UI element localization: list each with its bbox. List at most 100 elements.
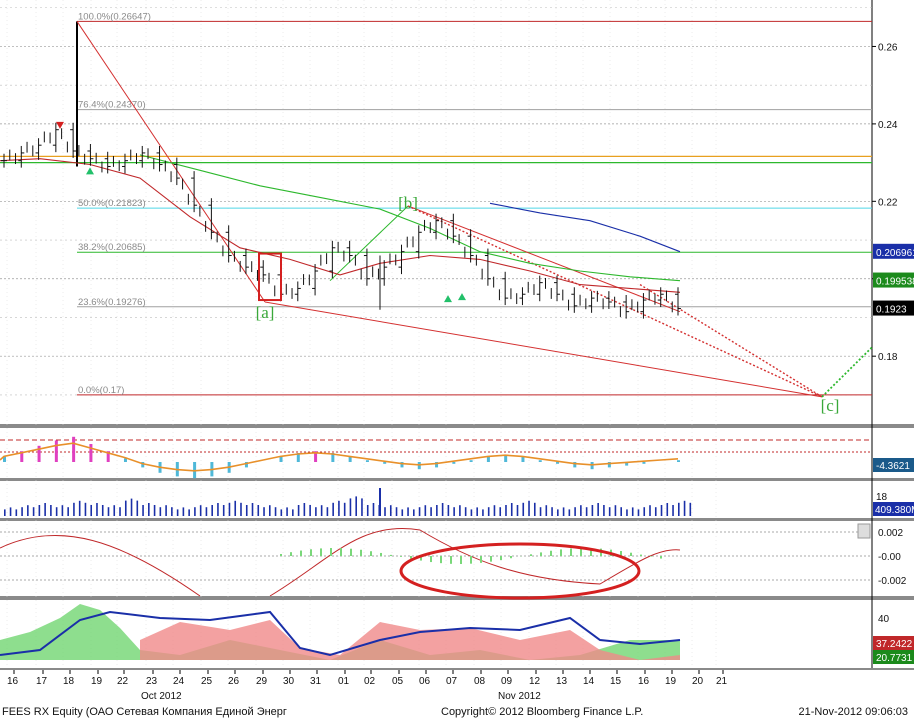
x-tick-label: 20 [692,676,704,687]
osc-bar [450,556,452,564]
x-tick-label: 23 [146,676,158,687]
volume-bar [315,507,317,516]
volume-bar [9,507,12,516]
osc-bar [420,556,422,561]
volume-bar [165,505,167,516]
volume-bar [453,507,455,516]
osc-bar [310,549,312,556]
volume-bar [516,505,519,516]
volume-bar [678,502,680,516]
osc-bar [440,556,442,564]
volume-bar [153,505,156,516]
y-tick-label: 0.26 [878,42,898,53]
x-tick-label: 08 [474,676,486,687]
panel-separator [0,424,914,428]
panel-separator [0,668,914,670]
osc-bar [480,556,482,563]
price-tag-label: 0.1923 [876,305,907,316]
volume-bar [78,500,81,516]
x-tick-label: 16 [7,676,19,687]
panel-frames [0,0,914,670]
osc-bar [580,548,582,556]
macd-bar [486,456,490,462]
volume-bar [689,502,692,516]
macd-bar [89,444,93,462]
panel-separator [0,478,914,481]
volume-bar [568,509,571,516]
osc-bar [660,556,662,559]
macd-bar [607,462,611,468]
macd-panel: -4.3621 [0,436,914,479]
x-tick-label: 12 [529,676,541,687]
volume-bar [4,509,6,516]
volume-bar [171,507,173,516]
volume-bar [245,505,248,516]
volume-bar [683,500,686,516]
volume-bar [343,502,346,516]
volume-bar [222,505,225,516]
highlight-ellipse [399,542,641,600]
macd-bar [417,462,421,470]
osc-bar [290,552,292,556]
osc-bar [570,548,572,556]
volume-bar [562,507,565,516]
volume-bar [528,500,530,516]
panel-separator [0,596,914,600]
price-bars [1,122,681,319]
volume-bar [55,507,58,516]
volume-bar [585,507,588,516]
macd-tag-label: -4.3621 [876,461,910,472]
volume-bar [407,507,409,516]
macd-bar [365,460,369,462]
volume-bar [384,507,386,516]
y-tick-label: 0.24 [878,120,898,131]
volume-bar [27,505,29,516]
volume-bar [545,505,548,516]
wave-label: [a] [256,303,275,322]
volume-bar [320,505,323,516]
volume-bar [148,503,150,516]
fib-level-label: 100.0%(0.26647) [78,11,151,22]
osc-bar [530,554,532,556]
volume-bar [159,507,162,516]
wave-a-box [258,252,282,302]
price-tag-label: 0.206961 [876,248,914,259]
volume-bar [505,505,507,516]
wave-label: [c] [821,396,840,415]
x-tick-label: 19 [91,676,103,687]
macd-bar [469,460,473,462]
osc-bar [630,552,632,556]
volume-bar [309,505,311,516]
volume-bar [96,503,98,516]
volume-bar [44,503,46,516]
moving-average-green [139,154,681,282]
fib-level-label: 23.6%(0.19276) [78,297,146,308]
volume-bar [211,505,213,516]
volume-bar [603,505,605,516]
price-tag-bg [873,300,914,316]
trendline [639,283,823,398]
volume-bar [649,505,651,516]
volume-bar [372,503,375,516]
volume-bar [672,505,674,516]
dmi-tag-label: 37.2422 [876,639,913,650]
copyright-text: Copyright© 2012 Bloomberg Finance L.P. [441,706,644,718]
osc-bar [540,552,542,556]
macd-line [0,442,679,472]
volume-bar [389,505,392,516]
price-tags: 0.206961 0.199538 0.1923 [873,243,914,316]
x-tick-label: 02 [364,676,376,687]
x-tick-label: 22 [117,676,129,687]
osc-bar [380,552,382,556]
osc-tick-label: 0.002 [878,528,903,539]
osc-bar [620,551,622,556]
volume-bar [101,505,104,516]
macd-bar [123,458,127,462]
x-tick-label: 16 [638,676,650,687]
volume-bar [332,502,334,516]
volume-bar [263,507,265,516]
volume-tick-label: 18 [876,492,888,503]
volume-tag-label: 409.380M [875,505,914,516]
volume-bar [580,505,582,516]
moving-average-red [0,158,681,293]
